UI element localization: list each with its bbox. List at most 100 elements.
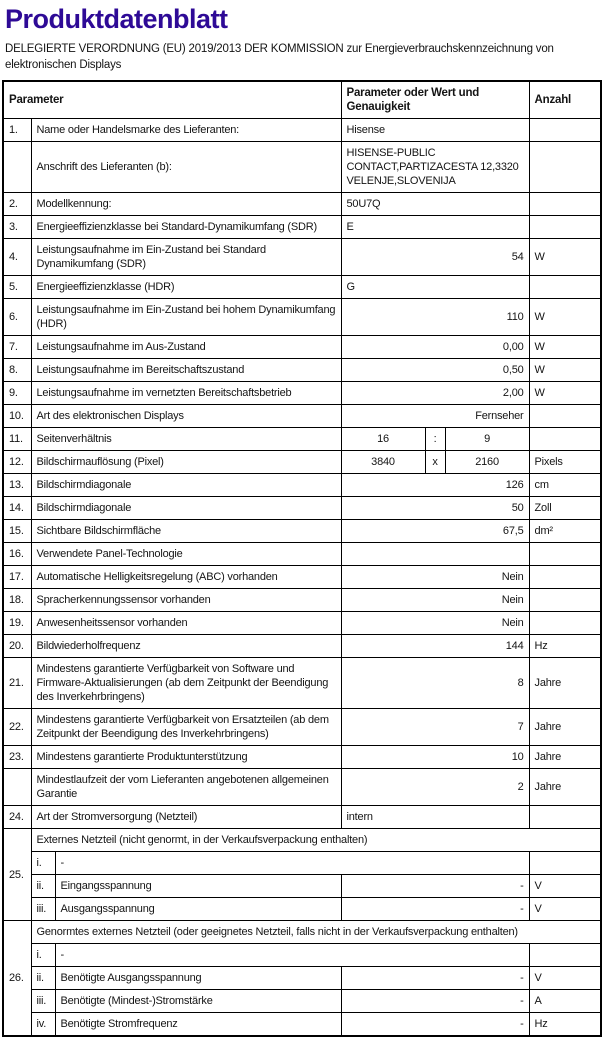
unit-cell [528,118,602,142]
parameter-value-1: 16 [340,427,426,451]
parameter-value: Fernseher [340,404,530,428]
parameter-value: 0,00 [340,335,530,359]
table-row: 4. Leistungsaufnahme im Ein-Zustand bei S… [2,238,602,276]
parameter-value: 110 [340,298,530,336]
unit-cell [528,404,602,428]
group-label: Externes Netzteil (nicht genormt, in der… [30,828,602,852]
parameter-value: - [340,989,530,1013]
row-number: 15. [2,519,32,543]
unit-cell [528,427,602,451]
parameter-value-2: 2160 [444,450,530,474]
row-number: 19. [2,611,32,635]
table-row: 6. Leistungsaufnahme im Ein-Zustand bei h… [2,298,602,336]
unit-cell [528,275,602,299]
parameter-value: 54 [340,238,530,276]
table-body: 1. Name oder Handelsmarke des Lieferanten… [2,118,602,1037]
table-row: 11. Seitenverhältnis 16:9 [2,427,602,451]
unit-cell [528,215,602,239]
row-number: 8. [2,358,32,382]
parameter-value: 8 [340,657,530,709]
table-row: 12. Bildschirmauflösung (Pixel) 3840 x 2160 P… [2,450,602,474]
sub-index: ii. [30,966,56,990]
table-row: 19. Anwesenheitssensor vorhanden Nein [2,611,602,635]
parameter-label: Sichtbare Bildschirmfläche [30,519,342,543]
parameter-label: Energieeffizienzklasse (HDR) [30,275,342,299]
parameter-label: Leistungsaufnahme im Ein-Zustand bei hoh… [30,298,342,336]
table-row: i. - [3,851,602,875]
parameter-label: Benötigte Ausgangsspannung [54,966,342,990]
row-number: 13. [2,473,32,497]
table-row: 16. Verwendete Panel-Technologie [2,542,602,566]
table-row: 25. Externes Netzteil (nicht genormt, in … [2,828,602,921]
table-row: 1. Name oder Handelsmarke des Lieferanten… [2,118,602,142]
parameter-value: 144 [340,634,530,658]
parameter-label: Mindestens garantierte Produktunterstütz… [30,745,342,769]
parameter-label: Bildschirmdiagonale [30,496,342,520]
table-row: 10. Art des elektronischen Displays Fernse… [2,404,602,428]
unit-cell: Jahre [528,657,602,709]
table-row: 15. Sichtbare Bildschirmfläche 67,5 dm² [2,519,602,543]
parameter-value: E [340,215,530,239]
unit-cell: Jahre [528,745,602,769]
parameter-label: Anwesenheitssensor vorhanden [30,611,342,635]
parameter-label: Name oder Handelsmarke des Lieferanten: [30,118,342,142]
row-number: 2. [2,192,32,216]
unit-cell: Zoll [528,496,602,520]
parameter-value: 10 [340,745,530,769]
table-row: ii. Eingangsspannung - V [3,874,602,898]
separator-cell: : [424,427,446,451]
parameter-value: 2,00 [340,381,530,405]
parameter-value: G [340,275,530,299]
parameter-value: Nein [340,588,530,612]
separator-cell: x [424,450,446,474]
row-number: 11. [2,427,32,451]
parameter-label: Art der Stromversorgung (Netzteil) [30,805,342,829]
table-row: 23. Mindestens garantierte Produktunterst… [2,745,602,769]
column-header-anzahl: Anzahl [528,80,602,119]
parameter-label: Leistungsaufnahme im Aus-Zustand [30,335,342,359]
parameter-label: Seitenverhältnis [30,427,342,451]
row-number: 9. [2,381,32,405]
row-number: 4. [2,238,32,276]
parameter-value: 50U7Q [340,192,530,216]
table-row: ii. Benötigte Ausgangsspannung - V [3,966,602,990]
unit-cell: W [528,358,602,382]
parameter-value [340,542,530,566]
table-row: 3. Energieeffizienzklasse bei Standard-Dy… [2,215,602,239]
table-row: 26. Genormtes externes Netzteil (oder gee… [2,920,602,1037]
row-number: 20. [2,634,32,658]
parameter-label: Ausgangsspannung [54,897,342,921]
row-number: 3. [2,215,32,239]
table-row: iii. Ausgangsspannung - V [3,897,602,921]
table-row: 24. Art der Stromversorgung (Netzteil) int… [2,805,602,829]
parameter-value: Nein [340,565,530,589]
parameter-value-2: 9 [444,427,530,451]
unit-cell: V [528,966,602,990]
unit-cell: W [528,298,602,336]
unit-cell: W [528,238,602,276]
row-number: 6. [2,298,32,336]
parameter-label: Leistungsaufnahme im Ein-Zustand bei Sta… [30,238,342,276]
unit-cell: Hz [528,634,602,658]
table-header-row: Parameter Parameter oder Wert und Genaui… [2,80,602,119]
row-number: 21. [2,657,32,709]
parameter-label: Benötigte (Mindest-)Stromstärke [54,989,342,1013]
row-number: 22. [2,708,32,746]
parameter-label: Anschrift des Lieferanten (b): [30,141,342,193]
unit-cell: Hz [528,1012,602,1037]
row-number: 26. [2,920,32,1037]
column-header-value: Parameter oder Wert und Genauigkeit [340,80,530,119]
parameter-label: Bildschirmdiagonale [30,473,342,497]
parameter-label: Benötigte Stromfrequenz [54,1012,342,1037]
table-row: iii. Benötigte (Mindest-)Stromstärke - A [3,989,602,1013]
row-number [2,141,32,193]
parameter-value: - [340,897,530,921]
unit-cell [528,611,602,635]
table-row: Anschrift des Lieferanten (b): HISENSE-PU… [2,141,602,193]
table-row: 18. Spracherkennungssensor vorhanden Nein [2,588,602,612]
sub-index: iv. [30,1012,56,1037]
unit-cell [528,588,602,612]
parameter-label: Spracherkennungssensor vorhanden [30,588,342,612]
table-row: 9. Leistungsaufnahme im vernetzten Bereit… [2,381,602,405]
unit-cell: W [528,335,602,359]
